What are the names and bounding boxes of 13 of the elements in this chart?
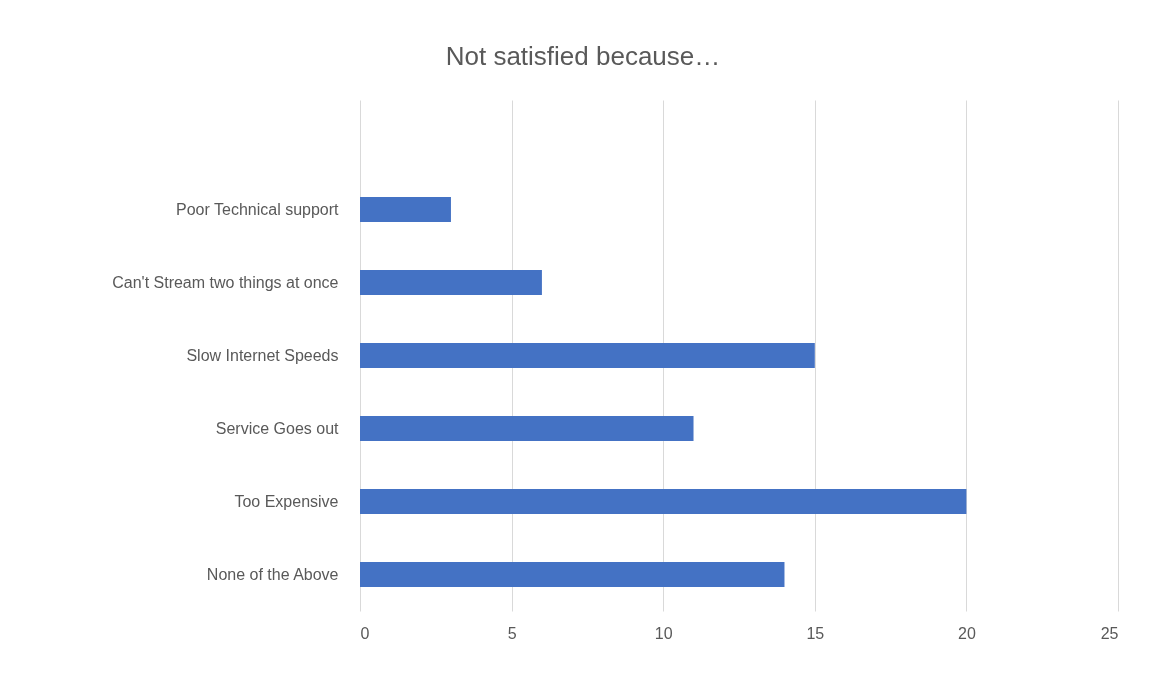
y-tick-label: None of the Above xyxy=(206,565,339,583)
x-tick-label: 20 xyxy=(958,624,976,642)
x-tick-label: 5 xyxy=(507,624,517,642)
chart-title: Not satisfied because… xyxy=(445,41,721,71)
x-tick-label: 15 xyxy=(806,624,825,642)
y-tick-label: Can't Stream two things at once xyxy=(112,273,339,291)
y-tick-label: Too Expensive xyxy=(234,492,339,510)
x-tick-label: 10 xyxy=(654,624,673,642)
x-tick-label: 0 xyxy=(360,624,370,642)
y-tick-label: Poor Technical support xyxy=(176,200,340,218)
y-tick-label: Slow Internet Speeds xyxy=(186,346,339,364)
y-tick-label: Service Goes out xyxy=(215,419,340,437)
x-tick-label: 25 xyxy=(1100,624,1119,642)
